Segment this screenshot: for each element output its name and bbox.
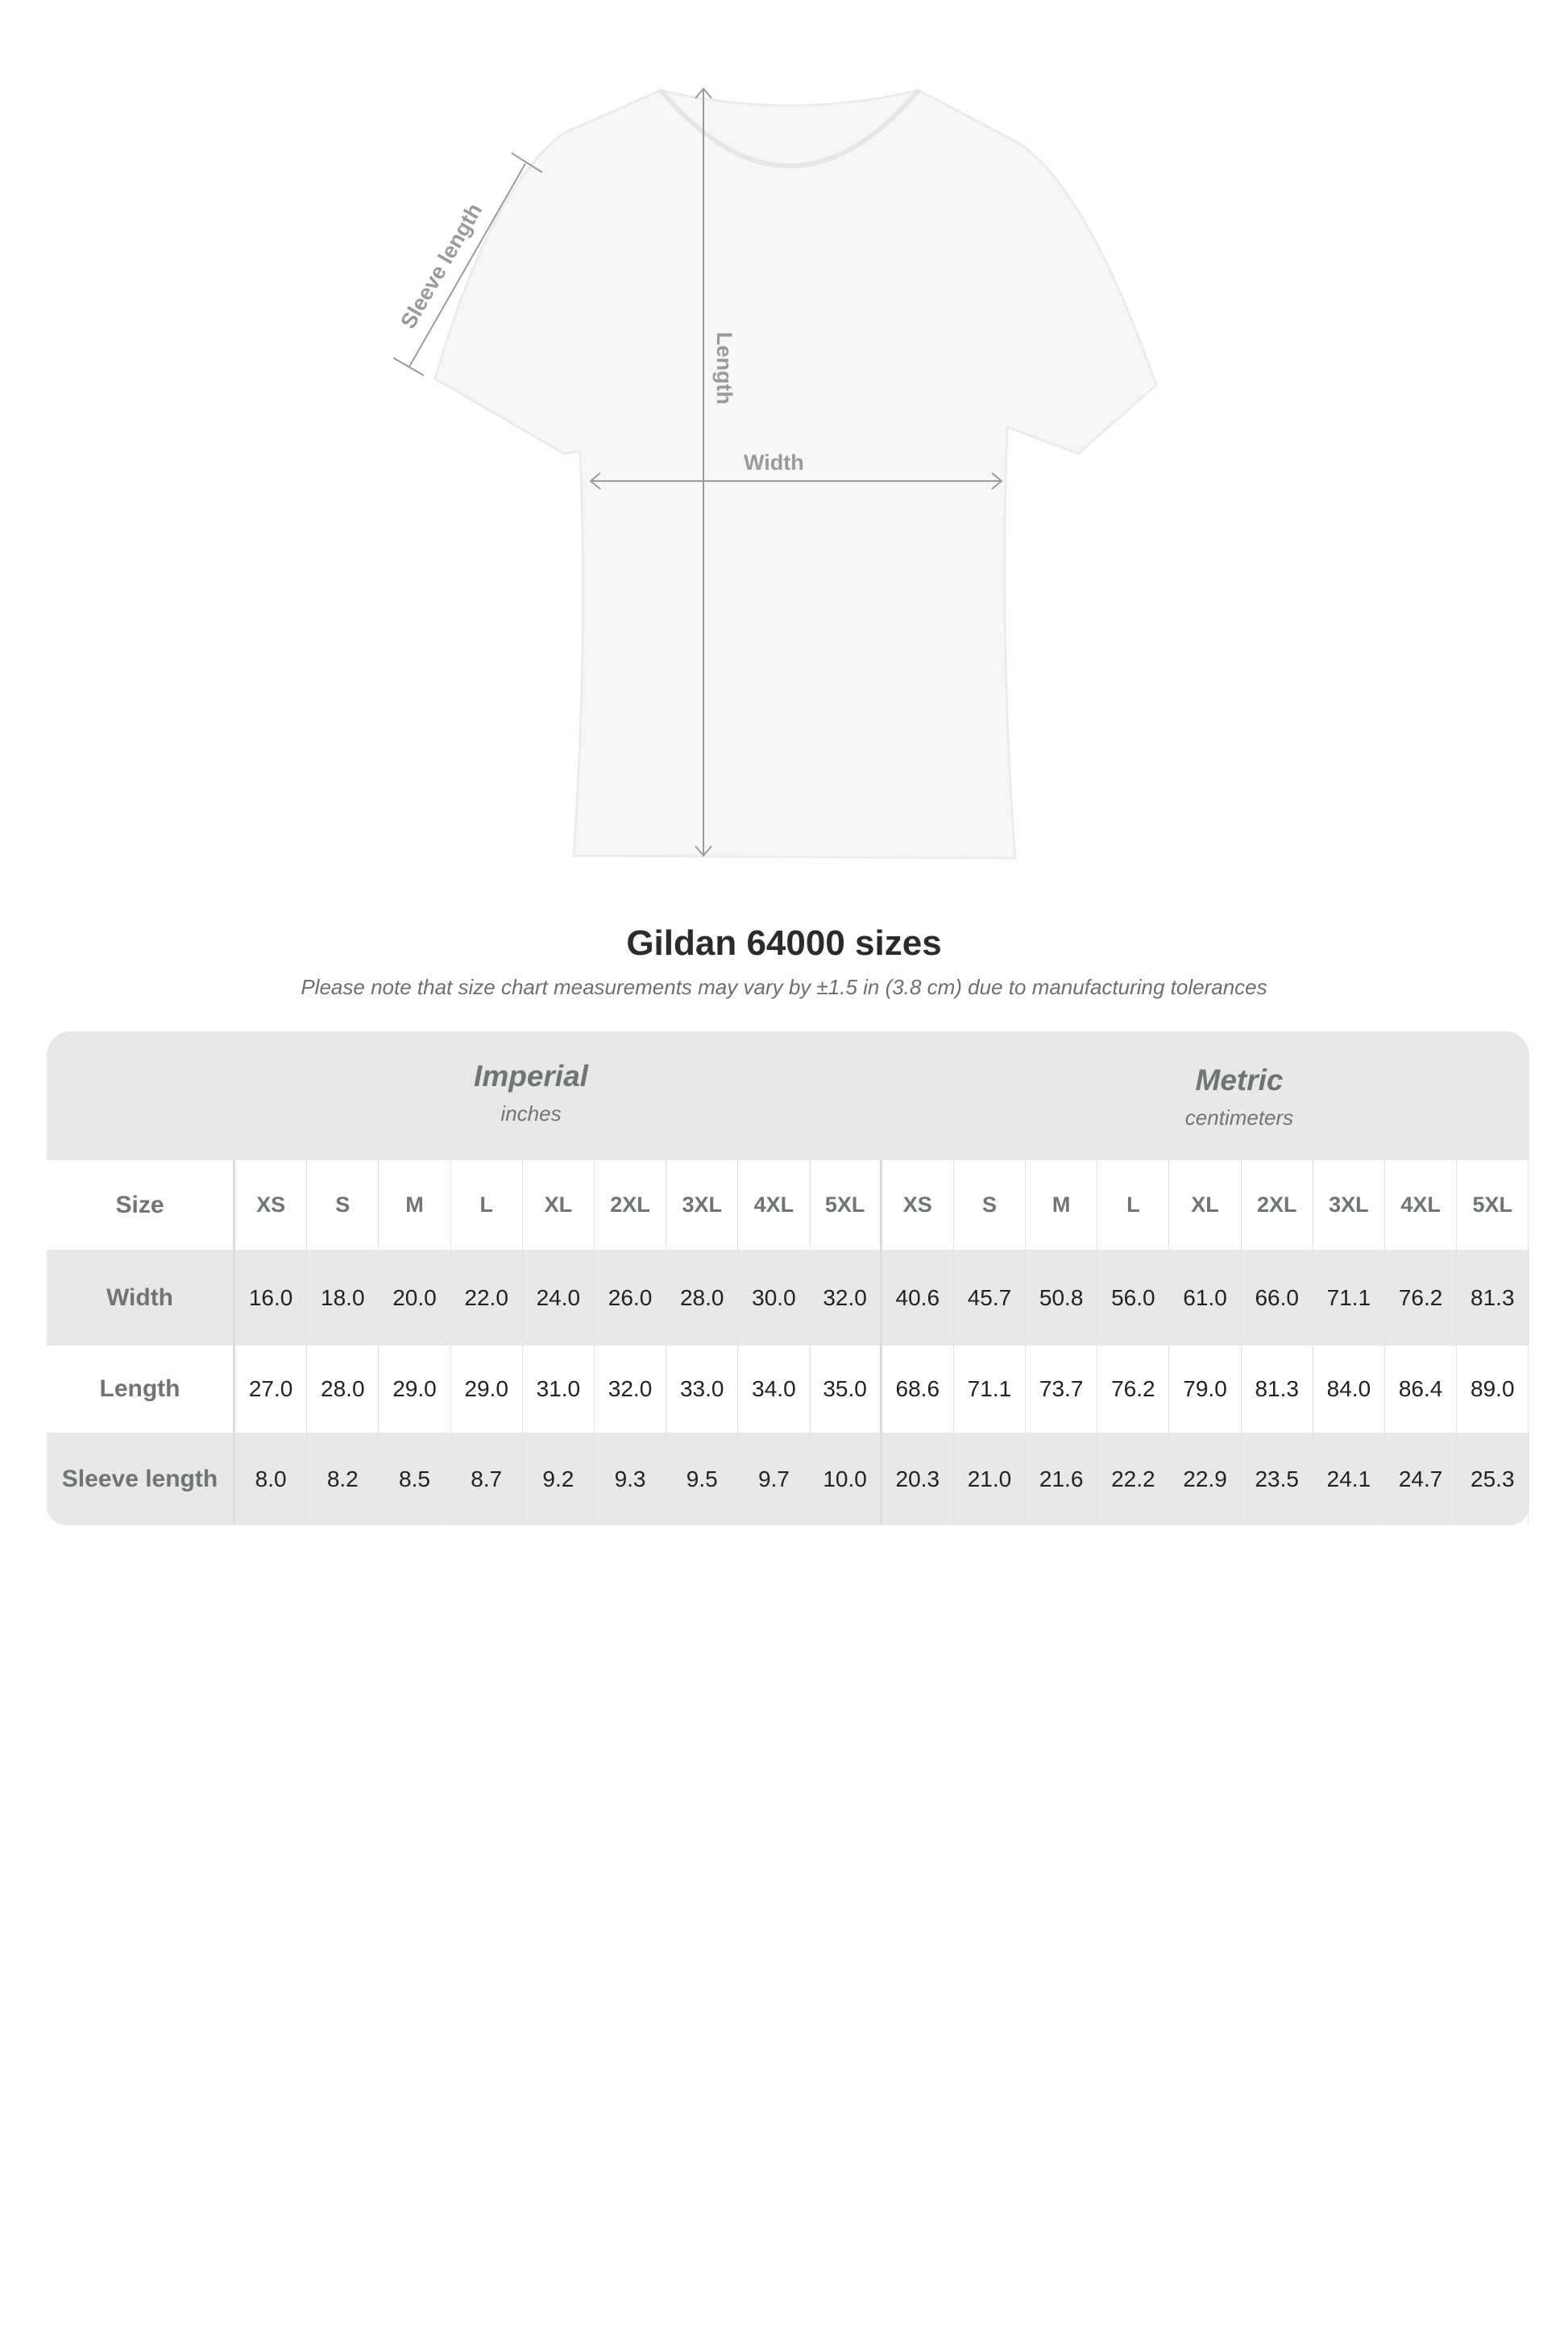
length-label: Length bbox=[712, 332, 736, 404]
table-cell: 26.0 bbox=[595, 1250, 667, 1346]
size-header-cell: 5XL bbox=[811, 1160, 882, 1250]
table-cell: 24.1 bbox=[1313, 1433, 1385, 1525]
size-header-cell: S bbox=[307, 1160, 380, 1250]
table-cell: 18.0 bbox=[307, 1250, 380, 1346]
table-cell: 28.0 bbox=[666, 1250, 739, 1346]
table-cell: 25.3 bbox=[1457, 1433, 1529, 1525]
table-cell: 22.0 bbox=[451, 1250, 523, 1346]
tolerance-note: Please note that size chart measurements… bbox=[301, 975, 1267, 999]
table-row: Length 27.0 28.0 29.0 29.0 31.0 32.0 33.0 34.0 35… bbox=[47, 1346, 1529, 1433]
table-cell: 35.0 bbox=[811, 1346, 882, 1433]
table-cell: 81.3 bbox=[1457, 1250, 1529, 1346]
size-header-cell: 2XL bbox=[1242, 1160, 1313, 1250]
table-cell: 22.9 bbox=[1169, 1433, 1242, 1525]
size-header-row: Size XS S M L XL 2XL 3XL 4XL 5XL XS S M L XL 2XL 3XL 4XL 5… bbox=[47, 1160, 1529, 1250]
size-header-cell: M bbox=[379, 1160, 451, 1250]
table-cell: 32.0 bbox=[811, 1250, 882, 1346]
table-row: Width 16.0 18.0 20.0 22.0 24.0 26.0 28.0 30.0 32.… bbox=[47, 1250, 1529, 1346]
tshirt-collar bbox=[658, 89, 921, 168]
table-cell: 33.0 bbox=[666, 1346, 739, 1433]
table-cell: 8.0 bbox=[235, 1433, 308, 1525]
imperial-unit: inches bbox=[500, 1101, 562, 1126]
table-cell: 68.6 bbox=[882, 1346, 954, 1433]
table-cell: 71.1 bbox=[954, 1346, 1027, 1433]
size-header-cell: XL bbox=[523, 1160, 595, 1250]
table-cell: 28.0 bbox=[307, 1346, 380, 1433]
table-cell: 81.3 bbox=[1242, 1346, 1313, 1433]
tshirt-diagram: Sleeve length Length Width bbox=[392, 87, 1158, 860]
table-cell: 24.7 bbox=[1385, 1433, 1458, 1525]
row-label: Size bbox=[47, 1160, 235, 1250]
table-cell: 27.0 bbox=[235, 1346, 308, 1433]
sleeve-arrow bbox=[409, 163, 526, 367]
size-header-cell: 5XL bbox=[1457, 1160, 1529, 1250]
table-cell: 21.0 bbox=[954, 1433, 1027, 1525]
table-cell: 9.3 bbox=[595, 1433, 667, 1525]
table-cell: 21.6 bbox=[1026, 1433, 1098, 1525]
table-cell: 89.0 bbox=[1457, 1346, 1529, 1433]
row-band bbox=[47, 1250, 1529, 1346]
size-header-cell: 3XL bbox=[1313, 1160, 1385, 1250]
table-cell: 86.4 bbox=[1385, 1346, 1458, 1433]
table-cell: 9.7 bbox=[738, 1433, 811, 1525]
width-label: Width bbox=[744, 450, 804, 475]
table-cell: 79.0 bbox=[1169, 1346, 1242, 1433]
table-cell: 32.0 bbox=[595, 1346, 667, 1433]
table-cell: 76.2 bbox=[1097, 1346, 1170, 1433]
row-label: Width bbox=[47, 1250, 235, 1346]
table-cell: 71.1 bbox=[1313, 1250, 1385, 1346]
imperial-title: Imperial bbox=[474, 1060, 588, 1093]
metric-unit: centimeters bbox=[1184, 1105, 1294, 1130]
table-cell: 29.0 bbox=[379, 1346, 451, 1433]
table-cell: 9.5 bbox=[666, 1433, 739, 1525]
imperial-header: Imperial inches bbox=[282, 1060, 780, 1126]
table-cell: 22.2 bbox=[1097, 1433, 1170, 1525]
metric-header: Metric centimeters bbox=[989, 1064, 1489, 1130]
table-cell: 8.2 bbox=[307, 1433, 380, 1525]
table-cell: 20.3 bbox=[882, 1433, 954, 1525]
table-cell: 20.0 bbox=[379, 1250, 451, 1346]
size-header-cell: XS bbox=[235, 1160, 308, 1250]
table-cell: 66.0 bbox=[1242, 1250, 1313, 1346]
size-header-cell: 4XL bbox=[738, 1160, 811, 1250]
table-cell: 50.8 bbox=[1026, 1250, 1098, 1346]
table-cell: 40.6 bbox=[882, 1250, 954, 1346]
table-cell: 45.7 bbox=[954, 1250, 1027, 1346]
page-title: Gildan 64000 sizes bbox=[626, 923, 942, 963]
table-cell: 10.0 bbox=[811, 1433, 882, 1525]
table-cell: 9.2 bbox=[523, 1433, 595, 1525]
table-cell: 56.0 bbox=[1097, 1250, 1170, 1346]
size-table: Imperial inches Metric centimeters Size X… bbox=[47, 1031, 1529, 2331]
size-header-cell: M bbox=[1026, 1160, 1098, 1250]
row-label: Sleeve length bbox=[47, 1433, 235, 1525]
table-cell: 24.0 bbox=[523, 1250, 595, 1346]
size-header-cell: XS bbox=[882, 1160, 954, 1250]
table-row: Sleeve length 8.0 8.2 8.5 8.7 9.2 9.3 9.5 9.7 10.… bbox=[47, 1433, 1529, 1525]
metric-title: Metric bbox=[1195, 1064, 1284, 1097]
table-cell: 84.0 bbox=[1313, 1346, 1385, 1433]
header-band bbox=[47, 1031, 1529, 1160]
size-header-cell: L bbox=[1097, 1160, 1170, 1250]
size-header-cell: S bbox=[954, 1160, 1027, 1250]
row-label: Length bbox=[47, 1346, 235, 1433]
table-cell: 34.0 bbox=[738, 1346, 811, 1433]
size-header-cell: L bbox=[451, 1160, 523, 1250]
size-header-cell: 4XL bbox=[1385, 1160, 1458, 1250]
size-header-cell: 3XL bbox=[666, 1160, 739, 1250]
table-cell: 8.7 bbox=[451, 1433, 523, 1525]
table-cell: 29.0 bbox=[451, 1346, 523, 1433]
size-header-cell: XL bbox=[1169, 1160, 1242, 1250]
size-header-cell: 2XL bbox=[595, 1160, 667, 1250]
row-band bbox=[47, 1433, 1529, 1525]
table-cell: 31.0 bbox=[523, 1346, 595, 1433]
table-cell: 30.0 bbox=[738, 1250, 811, 1346]
table-cell: 23.5 bbox=[1242, 1433, 1313, 1525]
table-cell: 73.7 bbox=[1026, 1346, 1098, 1433]
table-cell: 61.0 bbox=[1169, 1250, 1242, 1346]
table-cell: 76.2 bbox=[1385, 1250, 1458, 1346]
table-cell: 8.5 bbox=[379, 1433, 451, 1525]
table-cell: 16.0 bbox=[235, 1250, 308, 1346]
